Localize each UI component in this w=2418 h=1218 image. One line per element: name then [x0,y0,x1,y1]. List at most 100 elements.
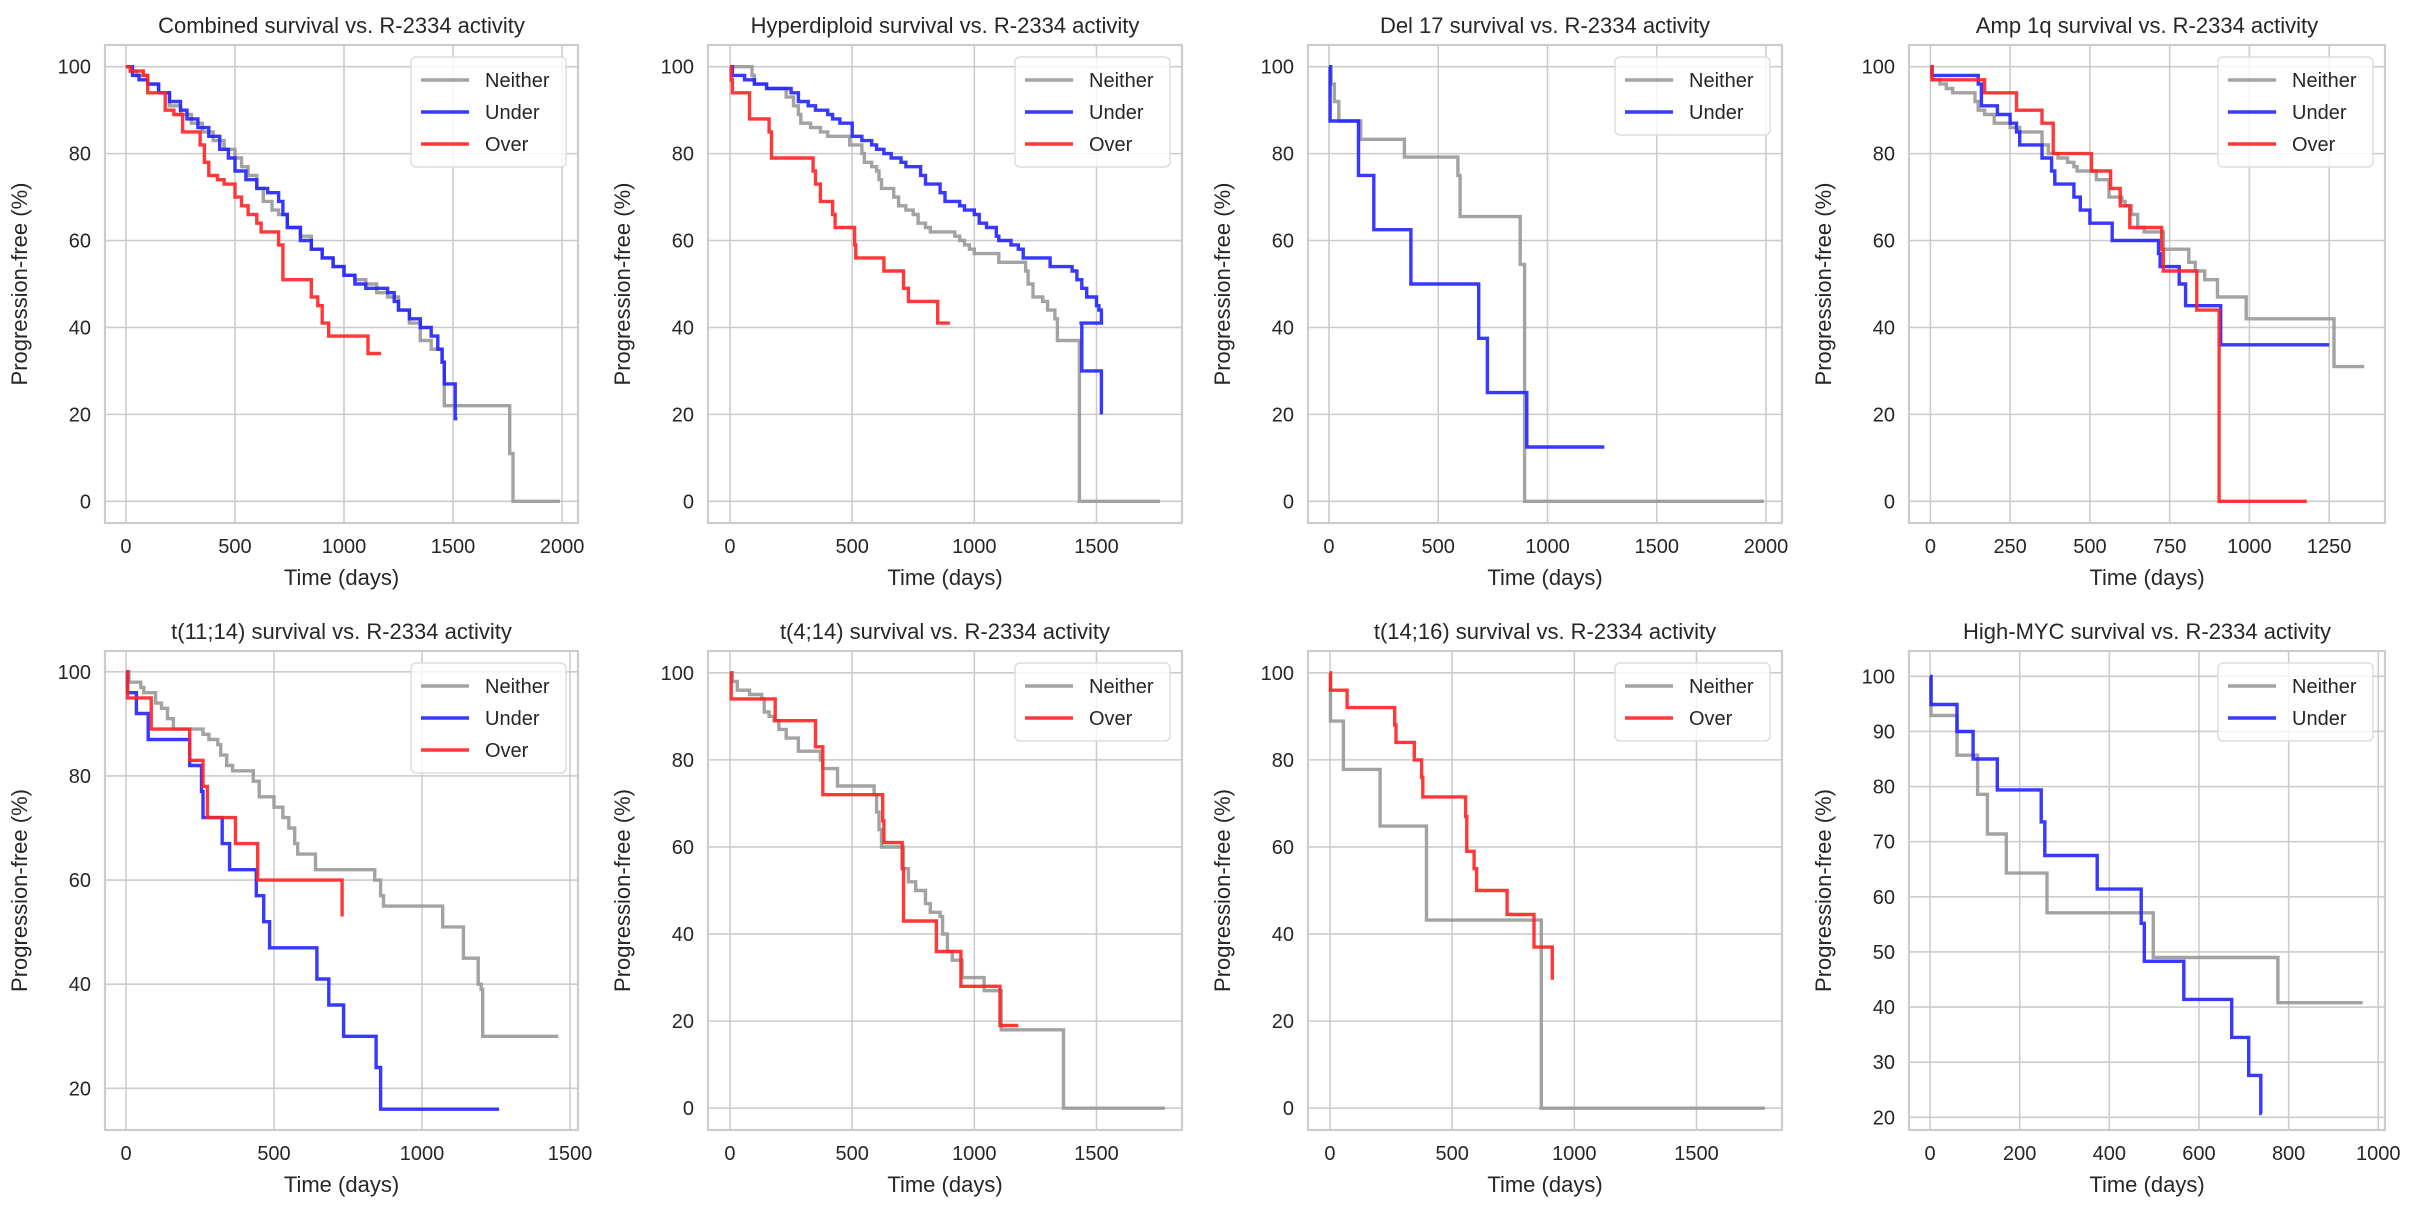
panel-high-myc: 0 200 400 600 800 1000 20 30 40 50 60 70 80 90 100 High… [1811,619,2401,1197]
y-axis-label: Progression-free (%) [1210,183,1235,386]
y-tick-label: 100 [1862,57,1895,79]
y-tick-label: 90 [1873,721,1895,743]
axes-frame [1907,43,2387,525]
legend-label-over: Over [1089,708,1133,730]
x-tick-label: 500 [257,1143,290,1165]
y-axis-label: Progression-free (%) [7,183,32,386]
x-axis-label: Time (days) [2089,1172,2204,1197]
chart-title: Combined survival vs. R-2334 activity [158,13,525,38]
legend-label-over: Over [1689,708,1733,730]
y-tick-label: 100 [661,57,694,79]
x-tick-label: 1000 [1552,1143,1597,1165]
y-tick-label: 20 [1873,404,1895,426]
x-tick-label: 500 [218,536,251,558]
axes-frame [1306,649,1784,1132]
legend-label-over: Over [1089,134,1133,156]
legend: Neither Under Over [410,662,567,774]
x-tick-label: 2000 [1744,536,1789,558]
legend: Neither Over [1014,662,1171,742]
legend-box [1014,56,1171,168]
x-tick-label: 1250 [2307,536,2352,558]
y-tick-label: 40 [1272,317,1294,339]
axes-frame [1907,649,2387,1132]
y-axis-label: Progression-free (%) [7,789,32,992]
x-tick-label: 1500 [1674,1143,1719,1165]
panel-t-14-16: 0 500 1000 1500 0 20 40 60 80 100 t(14;16) surviva… [1210,619,1784,1197]
y-tick-label: 80 [69,766,91,788]
series-line-neither [1329,65,1764,503]
chart-title: t(4;14) survival vs. R-2334 activity [780,619,1110,644]
x-axis-label: Time (days) [887,565,1002,590]
x-tick-label: 500 [2073,536,2106,558]
x-tick-label: 1500 [431,536,476,558]
panel-combined: 0 500 1000 1500 2000 0 20 40 60 80 100 Combined sur… [7,13,584,590]
x-tick-label: 600 [2182,1143,2215,1165]
series-line-over [125,670,344,917]
x-axis-label: Time (days) [1487,1172,1602,1197]
y-tick-label: 80 [672,144,694,166]
legend-label-over: Over [485,134,529,156]
x-tick-label: 2000 [540,536,585,558]
x-tick-label: 1500 [1074,536,1119,558]
axes-frame [1306,43,1784,525]
x-tick-label: 250 [1993,536,2026,558]
series-line-under [1929,674,2263,1116]
x-tick-label: 0 [120,1143,131,1165]
y-tick-label: 0 [683,1098,694,1120]
y-axis-label: Progression-free (%) [1811,183,1836,386]
legend-label-under: Under [1689,102,1744,124]
x-tick-label: 750 [2153,536,2186,558]
legend-label-under: Under [1089,102,1144,124]
y-tick-label: 60 [672,837,694,859]
legend-label-neither: Neither [1089,676,1154,698]
panel-t-4-14: 0 500 1000 1500 0 20 40 60 80 100 t(4;14) survival… [610,619,1184,1197]
y-tick-label: 0 [1884,491,1895,513]
chart-title: t(14;16) survival vs. R-2334 activity [1374,619,1716,644]
x-tick-label: 1000 [1525,536,1570,558]
y-tick-label: 100 [661,663,694,685]
legend-label-neither: Neither [485,676,550,698]
panel-del-17: 0 500 1000 1500 2000 0 20 40 60 80 100 Del 17 survi… [1210,13,1788,590]
y-tick-label: 20 [1272,1011,1294,1033]
series-line-under [125,65,458,421]
y-tick-label: 40 [1873,997,1895,1019]
x-tick-label: 800 [2272,1143,2305,1165]
x-tick-label: 1000 [2227,536,2272,558]
legend-label-under: Under [485,708,540,730]
y-axis-label: Progression-free (%) [1811,789,1836,992]
legend-label-over: Over [485,740,529,762]
y-tick-label: 60 [69,231,91,253]
y-tick-label: 0 [1283,1098,1294,1120]
x-tick-label: 0 [724,536,735,558]
chart-title: t(11;14) survival vs. R-2334 activity [171,619,512,644]
axes-frame [103,43,580,525]
x-tick-label: 0 [1323,536,1334,558]
x-tick-label: 0 [1925,1143,1936,1165]
legend-box [1614,662,1771,742]
y-tick-label: 100 [1261,57,1294,79]
x-tick-label: 0 [1324,1143,1335,1165]
y-tick-label: 20 [672,404,694,426]
x-tick-label: 1500 [1074,1143,1119,1165]
y-tick-label: 80 [1272,144,1294,166]
y-tick-label: 40 [672,924,694,946]
x-tick-label: 0 [120,536,131,558]
legend: Neither Under [1614,56,1771,136]
x-tick-label: 0 [724,1143,735,1165]
y-axis-label: Progression-free (%) [610,789,635,992]
series-line-under [1930,65,2330,347]
legend-box [1014,662,1171,742]
y-tick-label: 0 [1283,491,1294,513]
y-tick-label: 80 [1873,777,1895,799]
legend: Neither Under Over [1014,56,1171,168]
y-axis-label: Progression-free (%) [610,183,635,386]
y-tick-label: 20 [69,1078,91,1100]
x-axis-label: Time (days) [284,565,399,590]
x-tick-label: 1000 [322,536,367,558]
y-tick-label: 100 [1862,666,1895,688]
panel-hyperdiploid: 0 500 1000 1500 0 20 40 60 80 100 Hyperdiploid sur… [610,13,1184,590]
legend: Neither Under Over [2217,56,2374,168]
legend-label-over: Over [2292,134,2336,156]
x-tick-label: 500 [1435,1143,1468,1165]
legend: Neither Under [2217,662,2374,742]
